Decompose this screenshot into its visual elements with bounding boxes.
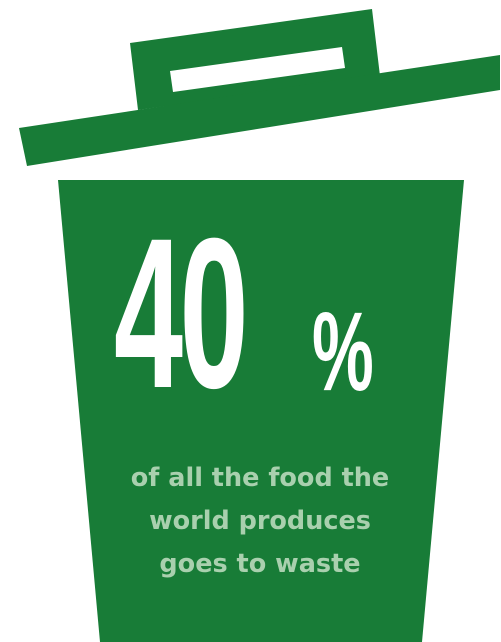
- bin-body: [58, 180, 464, 642]
- statistic: 40 %: [110, 207, 410, 440]
- caption-line-2: world produces: [149, 506, 371, 536]
- caption-line-1: of all the food the: [130, 463, 390, 493]
- caption: of all the food the world produces goes …: [96, 457, 424, 586]
- stat-number: 40: [114, 194, 249, 433]
- bin-lid: [19, 9, 500, 166]
- stat-percent-sign: %: [312, 289, 374, 414]
- bin-lid-top: [19, 55, 500, 166]
- caption-line-3: goes to waste: [159, 549, 361, 579]
